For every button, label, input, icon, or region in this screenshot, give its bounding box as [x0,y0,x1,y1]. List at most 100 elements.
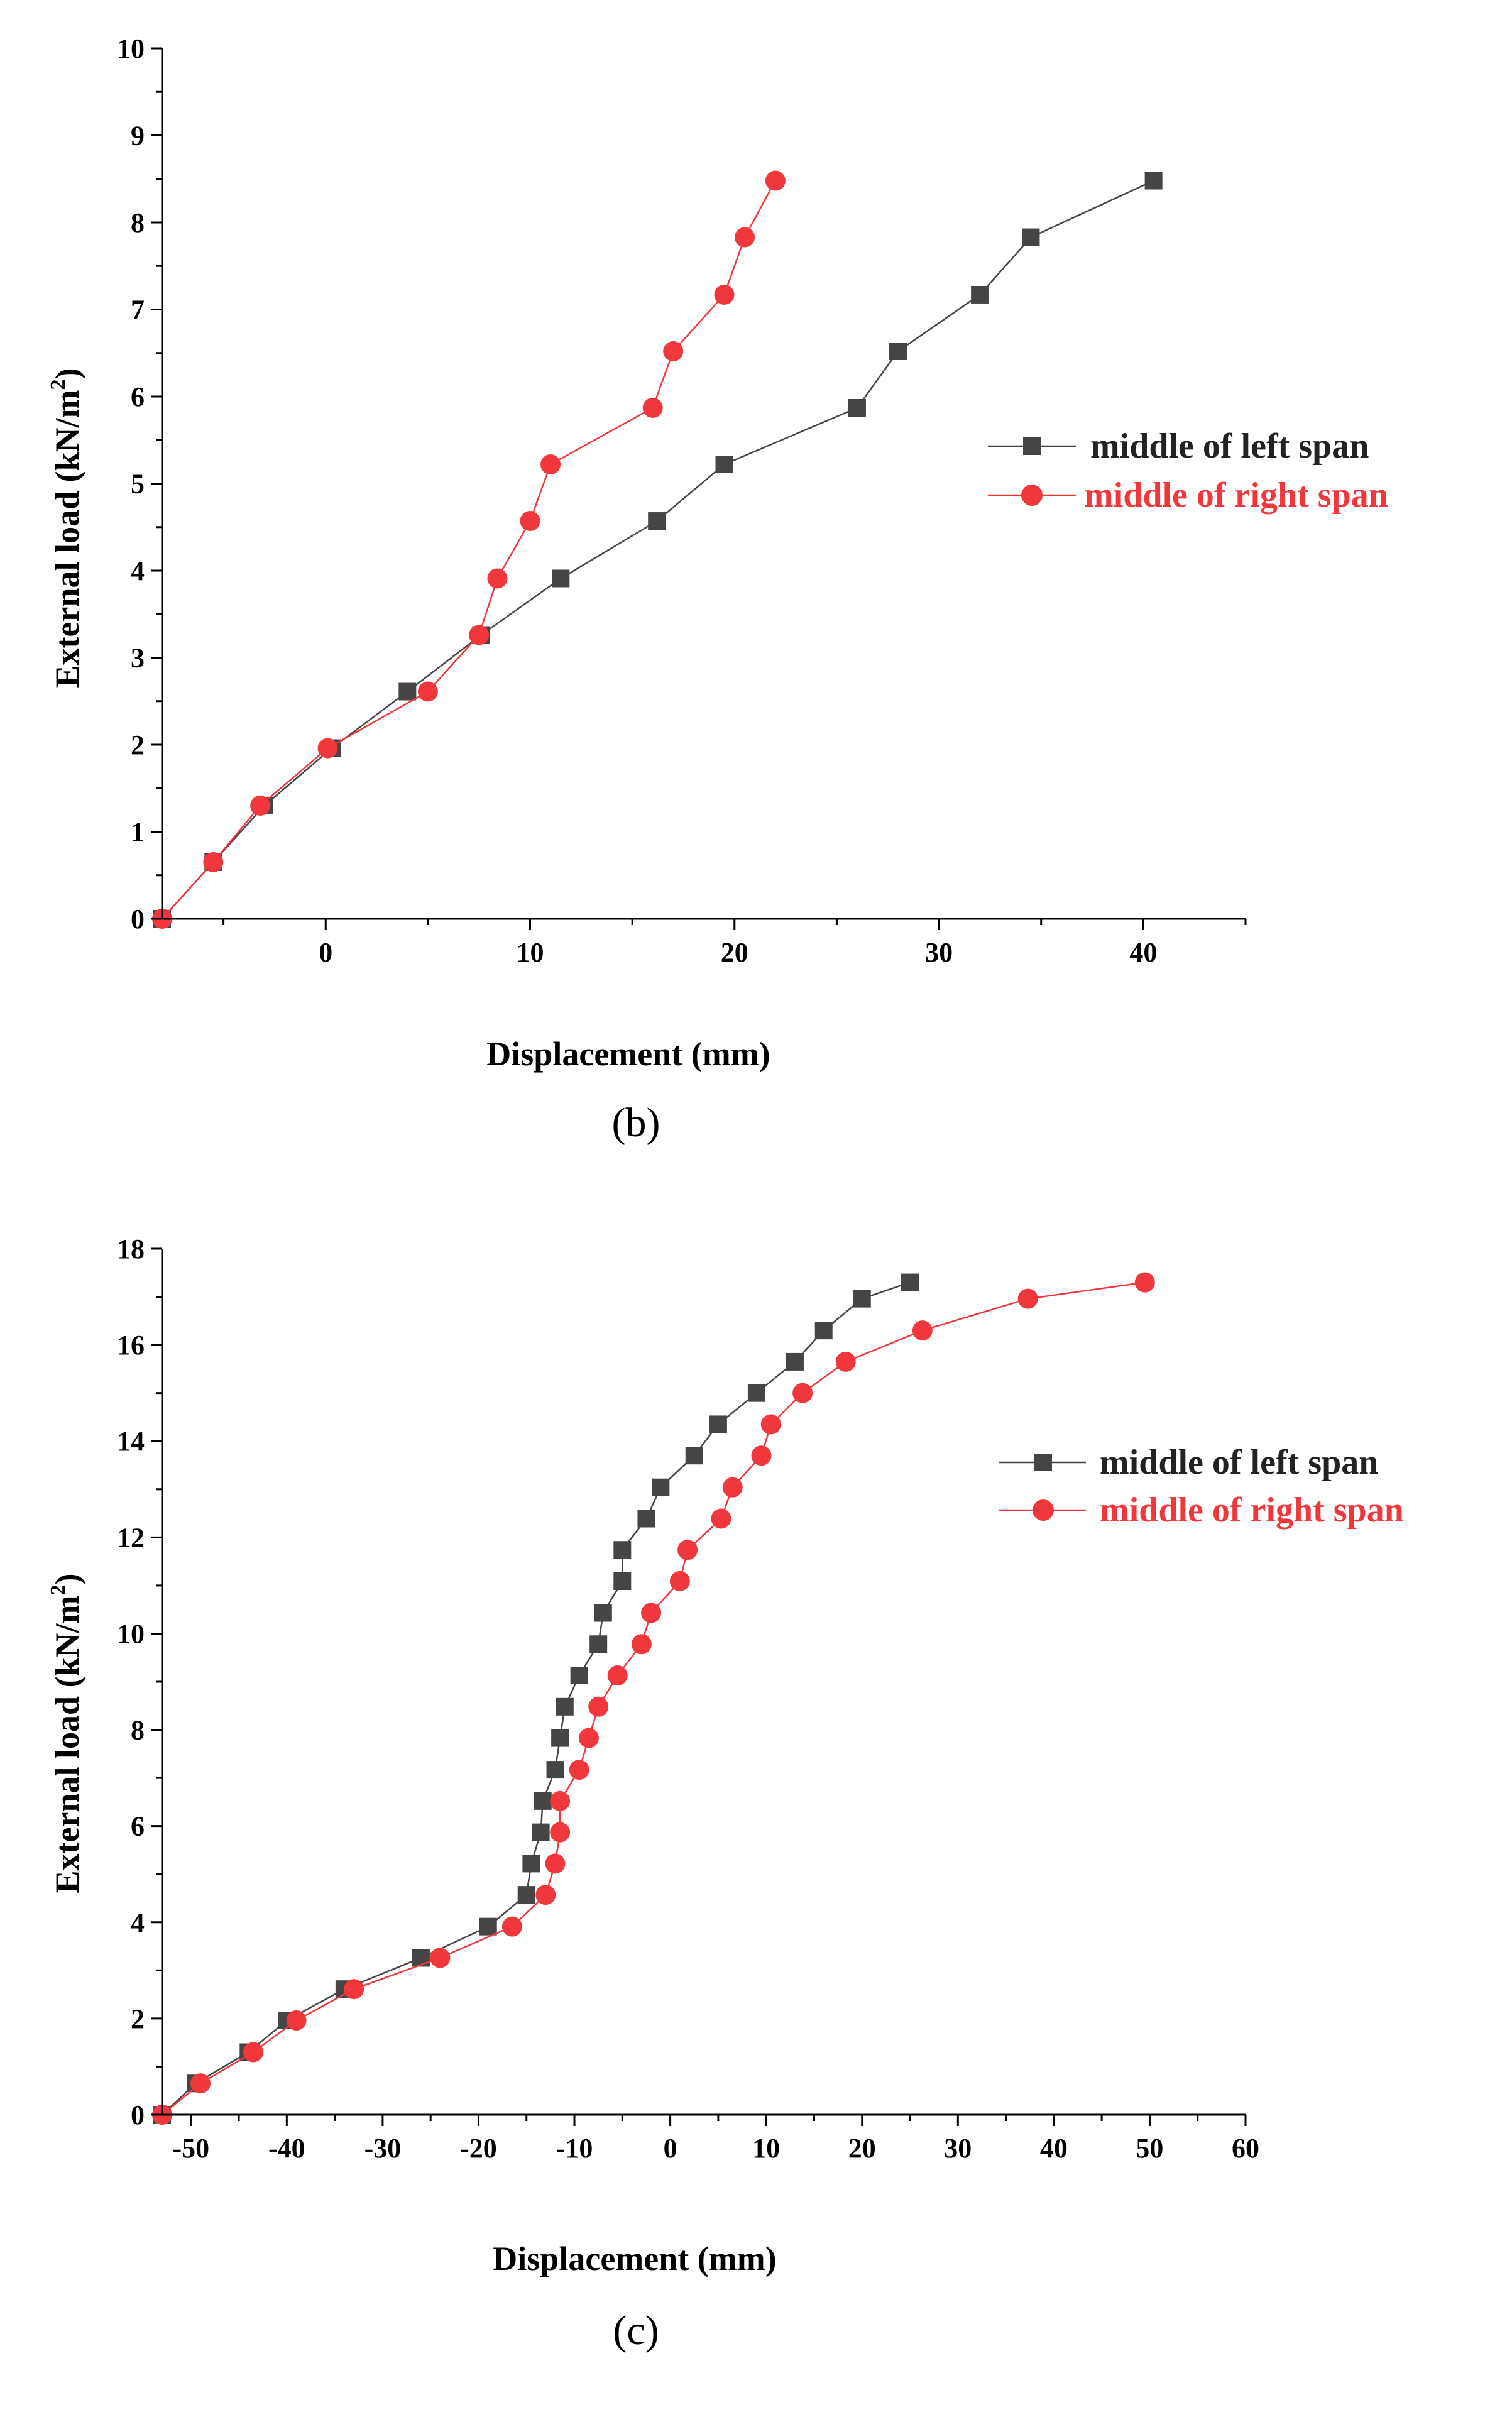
chart-c-point-left [747,1384,765,1402]
chart-b-y-tick-label: 4 [131,556,145,586]
chart-b-point-right [642,398,663,419]
chart-b-ticks: 0 1 2 3 4 5 6 7 8 9 10 0 10 20 30 40 [117,33,1247,968]
chart-c-point-left [613,1541,632,1559]
chart-c-x-tick-label: -30 [364,2133,402,2164]
chart-b-point-left [552,569,570,588]
chart-c-y-tick-label: 18 [117,1234,145,1264]
chart-c-point-left [479,1917,497,1936]
chart-b-point-left [848,399,866,417]
chart-c-point-left [685,1447,703,1465]
chart-b-point-right [540,454,561,475]
chart-b-legend-item-right: middle of right span [988,476,1388,515]
chart-c-point-left [522,1855,540,1873]
chart-c-caption: (c) [613,2308,659,2354]
chart-b-point-left [1022,228,1040,246]
chart-c-legend-marker-left [1034,1454,1052,1471]
chart-b-x-tick-label: 20 [721,937,748,968]
chart-c-y-axis-title-main: External load (kN/m [48,1595,86,1893]
chart-c-point-left [546,1761,564,1779]
chart-c-point-left [814,1322,833,1340]
chart-c-point-right [545,1853,566,1874]
chart-c-point-left [412,1949,430,1967]
chart-c-x-tick-label: 10 [752,2133,780,2164]
chart-b-point-right [317,738,338,759]
chart-c-x-tick-label: 50 [1136,2133,1163,2164]
chart-c-legend-item-left: middle of left span [999,1443,1378,1482]
chart-b-y-tick-label: 0 [131,904,145,934]
chart-b-y-axis-title-main: External load (kN/m [48,390,86,688]
chart-b-axes [161,48,1246,920]
chart-b-marks [152,170,1163,929]
chart-b-y-tick-label: 8 [131,207,145,238]
chart-b-y-tick-label: 5 [131,469,145,500]
chart-c-point-right [835,1351,856,1372]
chart-b-y-axis-title-end: ) [48,368,86,380]
chart-c-point-right [501,1916,522,1937]
chart-c-point-right [760,1414,781,1435]
chart-b-point-left [715,456,733,474]
chart-c-point-right [286,2010,307,2031]
chart-b-legend-marker-left [1023,437,1041,455]
chart-c-legend-label-left: middle of left span [1100,1443,1378,1482]
chart-c-point-right [792,1383,813,1403]
chart-c-point-left [532,1823,550,1841]
chart-c-x-tick-label: 20 [848,2133,876,2164]
chart-c-axes [161,1249,1246,2116]
chart-b-point-right [520,511,540,532]
chart-b-point-left [971,285,989,304]
chart-c-y-tick-label: 0 [131,2100,145,2130]
chart-b-x-axis-title: Displacement (mm) [486,1035,770,1073]
chart-c-point-right [722,1477,743,1498]
chart-b-y-tick-label: 3 [131,643,145,674]
chart-c-point-right [641,1603,662,1623]
chart-c-x-tick-label: -10 [556,2133,593,2164]
chart-b-x-tick-label: 10 [517,937,544,968]
chart-b-point-right [469,625,490,645]
chart-b-point-right [250,795,271,816]
chart-b-point-left [1144,172,1163,190]
chart-c-y-tick-label: 12 [117,1522,145,1553]
chart-b-legend-label-left: middle of left span [1090,427,1369,466]
chart-c-point-left [786,1352,804,1371]
chart-b-y-tick-label: 9 [131,121,145,151]
chart-c-ticks: 0 2 4 6 8 10 12 14 16 18 -50 -40 -30 -20 -10 0 10 20 30 40 5… [117,1234,1259,2164]
chart-b-y-axis-title: External load (kN/m2) [47,368,86,688]
chart-c-point-right [535,1885,556,1905]
chart-c-x-tick-label: 30 [944,2133,972,2164]
chart-c-x-tick-label: -50 [172,2133,209,2164]
chart-b-y-tick-label: 1 [131,817,145,848]
chart-c-x-tick-label: 0 [664,2133,677,2164]
chart-c-y-axis-title-end: ) [48,1574,86,1585]
chart-c-point-right [1134,1272,1155,1293]
chart-b-point-left [648,512,666,530]
chart-c-y-tick-label: 16 [117,1330,145,1361]
chart-b-point-right [714,284,735,305]
chart-b-series-line-left [162,180,1154,919]
chart-c-x-tick-label: -40 [268,2133,305,2164]
chart-c-legend-label-right: middle of right span [1100,1491,1404,1530]
chart-b-legend-marker-right [1021,485,1043,506]
chart-c-point-left [551,1729,569,1747]
chart-c: 0 2 4 6 8 10 12 14 16 18 -50 -40 -30 -20 -10 0 10 20 30 40 5… [47,1234,1404,2354]
chart-c-x-axis-title: Displacement (mm) [493,2240,776,2277]
chart-c-point-right [631,1634,652,1655]
chart-c-point-right [569,1760,589,1780]
chart-b-point-right [203,852,224,872]
chart-c-series-line-left [162,1281,911,2115]
chart-c-point-left [709,1415,727,1433]
chart-c-point-right [1017,1288,1038,1309]
chart-c-legend-item-right: middle of right span [999,1491,1404,1530]
chart-b-legend-label-right: middle of right span [1084,476,1388,515]
chart-c-point-right [711,1508,731,1529]
chart-c-point-left [556,1697,574,1716]
chart-b-point-right [765,170,786,191]
chart-c-point-right [190,2073,211,2094]
chart-c-point-right [578,1728,599,1748]
chart-c-x-tick-label: 40 [1040,2133,1068,2164]
chart-c-point-right [430,1948,451,1968]
chart-c-point-right [550,1822,571,1843]
chart-b-point-right [735,227,755,248]
chart-c-y-tick-label: 8 [131,1715,145,1746]
chart-c-point-right [912,1320,933,1341]
